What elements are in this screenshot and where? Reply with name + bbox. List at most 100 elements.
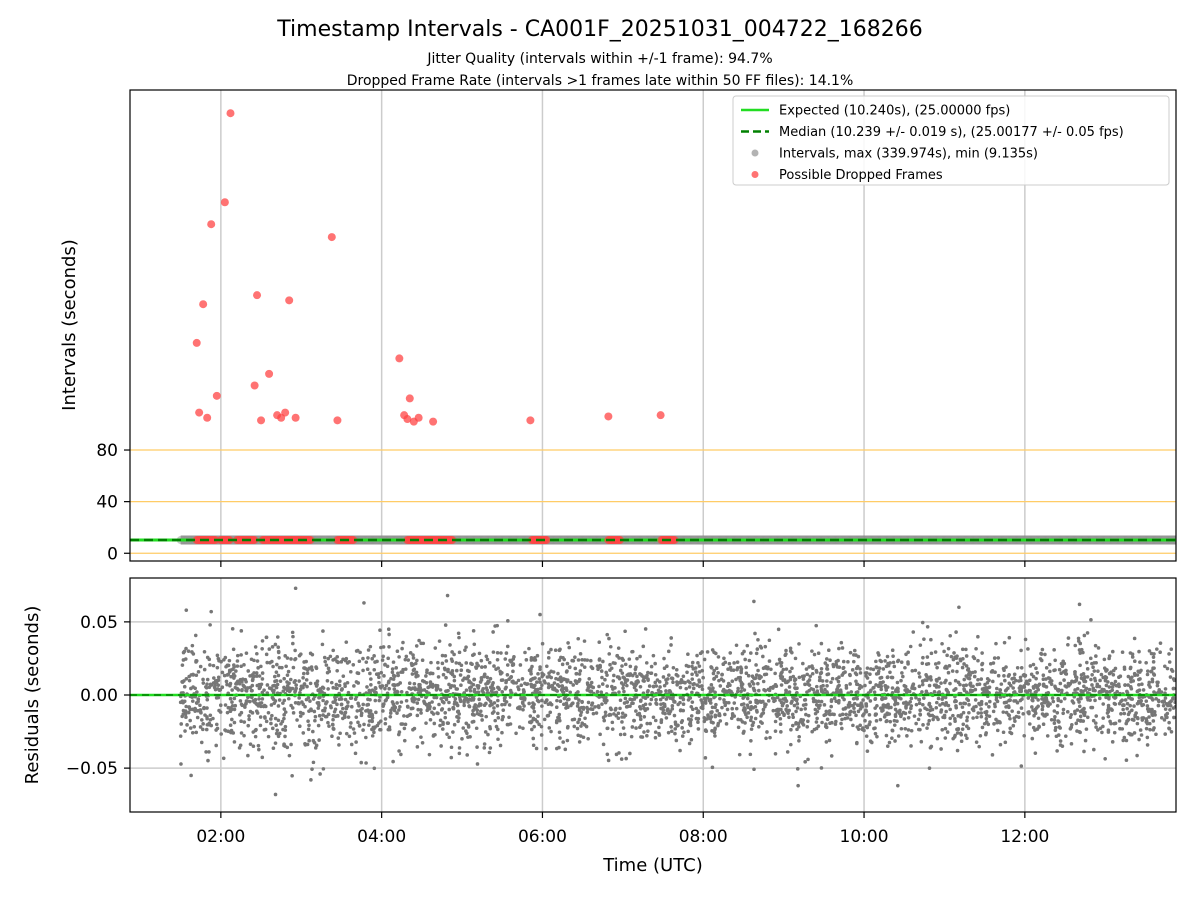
residual-point: [827, 648, 831, 652]
residual-point: [649, 697, 654, 702]
residual-point: [1137, 688, 1142, 692]
residual-point: [381, 704, 385, 708]
residual-point: [297, 653, 302, 658]
residual-point: [826, 672, 831, 676]
residual-point: [519, 683, 524, 688]
residual-point: [977, 682, 982, 687]
residual-point: [416, 707, 420, 712]
residual-point: [761, 707, 766, 712]
residual-point: [293, 679, 298, 683]
residual-point: [267, 647, 272, 651]
residual-point: [1053, 728, 1058, 733]
residual-point: [237, 746, 242, 750]
residual-point: [761, 679, 766, 684]
residual-point: [383, 721, 388, 726]
residual-point: [985, 688, 989, 693]
residual-point: [542, 717, 547, 722]
residual-point: [1123, 683, 1127, 687]
residual-point: [713, 726, 717, 731]
residual-point: [1008, 683, 1013, 688]
residual-point: [884, 664, 889, 669]
residual-point: [204, 727, 209, 732]
residual-point: [895, 680, 900, 685]
residual-point: [1073, 679, 1077, 684]
residual-point: [920, 679, 925, 683]
residual-point: [405, 690, 409, 695]
residual-point: [1130, 708, 1134, 713]
residual-point: [874, 672, 879, 676]
residual-point: [339, 697, 344, 701]
residual-point: [1135, 673, 1140, 677]
residual-point: [368, 671, 372, 676]
residual-point: [316, 706, 321, 710]
residual-point: [1113, 695, 1118, 700]
residual-point: [793, 682, 797, 686]
residual-point: [514, 681, 519, 685]
residual-point: [297, 696, 301, 700]
residual-point: [387, 727, 392, 732]
residual-point: [255, 659, 260, 663]
dropped-frame-point: [429, 417, 438, 426]
residual-point: [324, 714, 329, 719]
residual-point: [195, 715, 200, 720]
residual-point: [212, 676, 216, 680]
residual-point: [259, 664, 263, 669]
residual-point: [415, 701, 420, 705]
residual-point: [397, 708, 401, 712]
residual-point: [1132, 636, 1137, 641]
residual-point: [703, 756, 708, 760]
residual-point: [420, 658, 425, 662]
residual-point: [311, 697, 316, 701]
residual-point: [785, 704, 789, 708]
residual-point: [939, 747, 943, 751]
residual-point: [454, 668, 459, 673]
residual-point: [342, 713, 347, 718]
residual-point: [361, 728, 365, 732]
residual-point: [452, 652, 456, 657]
residual-point: [521, 688, 526, 692]
residual-point: [432, 721, 437, 726]
residual-point: [229, 707, 234, 712]
residual-point: [464, 696, 469, 701]
residual-point: [1088, 656, 1093, 661]
residual-point: [964, 654, 969, 658]
residual-point: [892, 664, 897, 669]
residual-point: [899, 660, 904, 664]
residual-point: [540, 704, 544, 708]
residual-point: [397, 655, 401, 659]
residual-point: [925, 707, 929, 712]
residual-point: [557, 730, 562, 735]
dropped-frame-point: [195, 408, 204, 417]
residual-point: [601, 742, 606, 747]
residual-point: [1094, 725, 1098, 729]
residual-point: [889, 675, 894, 680]
residual-point: [858, 667, 862, 671]
residual-point: [494, 724, 499, 729]
residual-point: [662, 666, 667, 671]
residual-point: [595, 689, 600, 694]
residual-point: [814, 670, 819, 674]
residual-point: [921, 702, 925, 707]
residual-point: [470, 653, 475, 658]
residual-point: [651, 684, 656, 689]
residual-point: [476, 684, 481, 688]
residual-point: [944, 709, 948, 714]
residual-point: [597, 640, 602, 645]
residual-point: [475, 661, 479, 666]
residual-point: [1136, 669, 1141, 674]
residual-point: [688, 680, 692, 685]
residual-point: [673, 720, 678, 725]
residual-point: [507, 715, 511, 720]
residual-point: [500, 730, 504, 735]
residual-point: [621, 686, 625, 690]
residual-point: [493, 718, 498, 723]
residual-point: [527, 646, 531, 651]
residual-point: [585, 681, 590, 685]
residual-point: [276, 704, 281, 708]
residual-point: [1144, 660, 1148, 665]
residual-point: [653, 661, 657, 666]
residual-point: [436, 666, 440, 671]
residual-point: [498, 743, 503, 748]
residual-point: [1091, 665, 1095, 670]
residual-point: [505, 644, 510, 649]
